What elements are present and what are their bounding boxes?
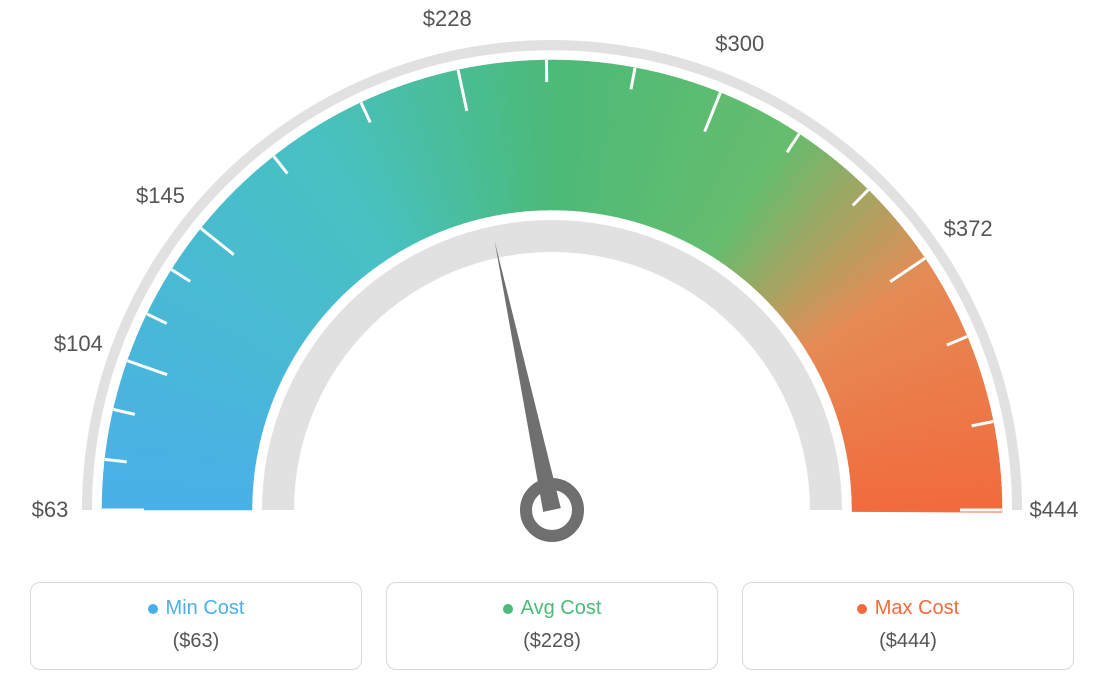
gauge-tick-label: $372 bbox=[944, 216, 993, 242]
legend-label-max: Max Cost bbox=[875, 597, 959, 620]
legend-value-min: ($63) bbox=[41, 630, 351, 653]
gauge-tick-label: $145 bbox=[136, 183, 185, 209]
gauge-tick-label: $63 bbox=[32, 497, 69, 523]
legend-row: Min Cost ($63) Avg Cost ($228) Max Cost … bbox=[0, 582, 1104, 670]
gauge-svg bbox=[0, 0, 1104, 560]
gauge-tick-label: $228 bbox=[423, 6, 472, 32]
legend-value-max: ($444) bbox=[753, 630, 1063, 653]
legend-label-avg: Avg Cost bbox=[521, 597, 602, 620]
legend-card-avg: Avg Cost ($228) bbox=[386, 582, 718, 670]
legend-dot-max bbox=[857, 604, 867, 614]
legend-title-min: Min Cost bbox=[148, 597, 245, 620]
legend-dot-min bbox=[148, 604, 158, 614]
gauge-tick-label: $104 bbox=[54, 331, 103, 357]
gauge-chart: $63 $104 $145 $228 $300 $372 $444 bbox=[0, 0, 1104, 560]
legend-label-min: Min Cost bbox=[166, 597, 245, 620]
legend-title-avg: Avg Cost bbox=[503, 597, 602, 620]
legend-card-max: Max Cost ($444) bbox=[742, 582, 1074, 670]
legend-value-avg: ($228) bbox=[397, 630, 707, 653]
gauge-tick-label: $444 bbox=[1030, 497, 1079, 523]
legend-title-max: Max Cost bbox=[857, 597, 959, 620]
legend-dot-avg bbox=[503, 604, 513, 614]
legend-card-min: Min Cost ($63) bbox=[30, 582, 362, 670]
gauge-tick-label: $300 bbox=[715, 31, 764, 57]
